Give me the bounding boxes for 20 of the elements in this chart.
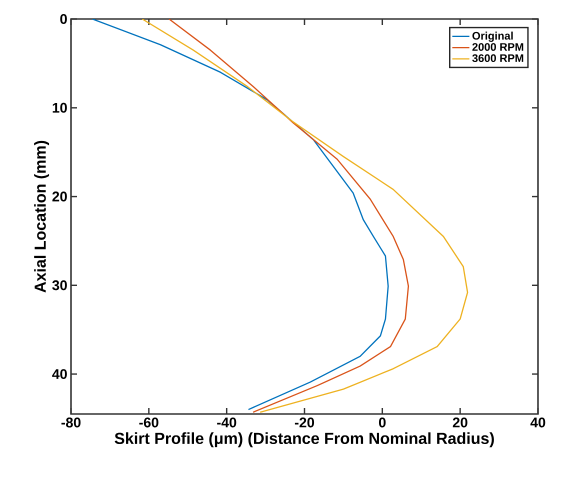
y-tick-label: 30 <box>52 280 67 290</box>
x-tick-label: 40 <box>530 418 546 428</box>
x-tick-label: 0 <box>378 418 386 428</box>
x-tick-label: -40 <box>217 418 236 428</box>
x-tick-label: -20 <box>294 418 314 428</box>
y-tick-label: 40 <box>52 369 67 380</box>
x-tick-label: -60 <box>139 418 158 428</box>
line-series <box>168 19 410 413</box>
y-tick-label: 20 <box>52 192 67 202</box>
line-series <box>92 19 389 410</box>
x-axis-title: Skirt Profile (μm) (Distance From Nominal Radius) <box>114 432 494 448</box>
y-axis-title: Axial Location (mm) <box>34 140 50 293</box>
line-series <box>142 19 468 413</box>
legend-label: 3600 RPM <box>472 54 524 62</box>
legend-label: Original <box>472 32 513 42</box>
legend-label: 2000 RPM <box>472 43 524 51</box>
x-tick-label: 20 <box>452 418 468 428</box>
y-tick-label: 0 <box>60 14 67 24</box>
y-tick-label: 10 <box>52 102 67 113</box>
x-tick-label: -80 <box>61 418 81 428</box>
